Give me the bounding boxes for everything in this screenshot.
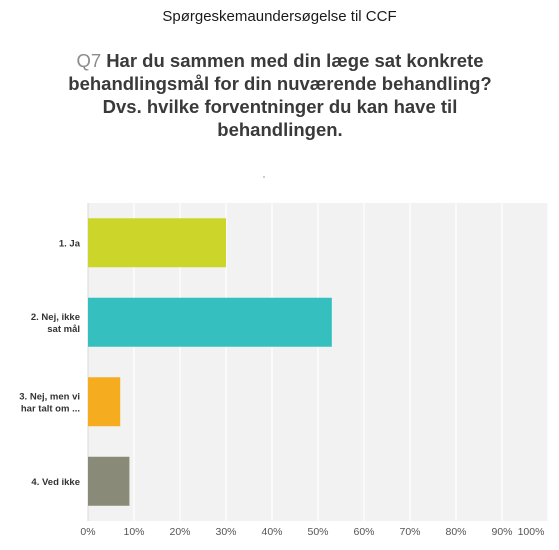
- category-labels: 1. Ja 2. Nej, ikke sat mål 3. Nej, men vi ha…: [19, 238, 80, 488]
- question-text: Har du sammen med din læge sat konkrete …: [68, 50, 492, 140]
- separator-dot: [263, 176, 265, 178]
- x-tick-labels: 0% 10% 20% 30% 40% 50% 60% 70% 80% 90% 100%: [80, 526, 544, 538]
- x-tick-label: 80%: [445, 526, 466, 538]
- x-tick-label: 70%: [399, 526, 420, 538]
- bar: [88, 377, 121, 427]
- x-tick-label: 20%: [169, 526, 190, 538]
- x-tick-label: 10%: [123, 526, 144, 538]
- question-number: Q7: [76, 50, 102, 71]
- bar: [88, 456, 130, 506]
- x-tick-label: 40%: [261, 526, 282, 538]
- x-tick-label: 0%: [80, 526, 95, 538]
- survey-title: Spørgeskemaundersøgelse til CCF: [162, 8, 397, 25]
- bars: [88, 218, 332, 506]
- bar: [88, 218, 226, 268]
- category-label: 2. Nej, ikke sat mål: [31, 312, 80, 335]
- category-label: 4. Ved ikke: [31, 477, 80, 488]
- x-tick-label: 50%: [307, 526, 328, 538]
- question-heading: Q7 Har du sammen med din læge sat konkret…: [60, 49, 500, 141]
- x-tick-label: 30%: [215, 526, 236, 538]
- x-tick-label: 90%: [491, 526, 512, 538]
- category-label: 3. Nej, men vi har talt om ...: [19, 391, 80, 414]
- x-tick-label: 100%: [518, 526, 545, 538]
- x-tick-label: 60%: [353, 526, 374, 538]
- category-label: 1. Ja: [59, 238, 81, 249]
- bar: [88, 297, 332, 347]
